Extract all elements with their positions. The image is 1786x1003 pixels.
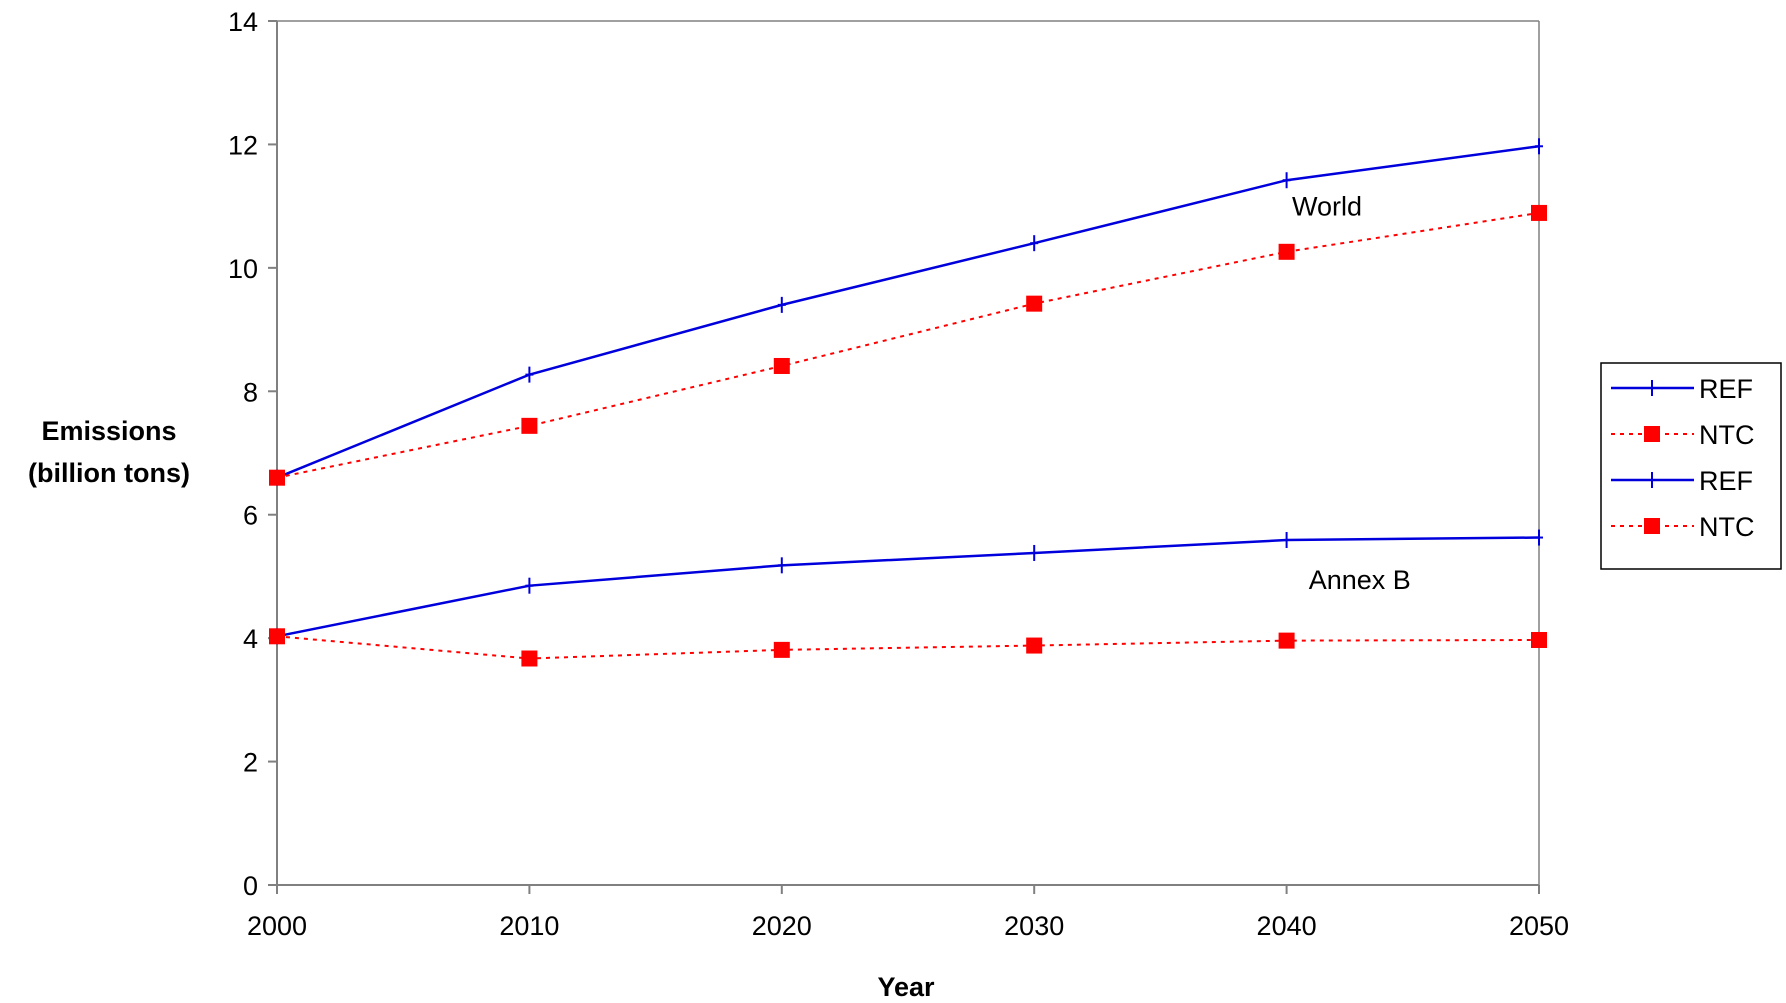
series-line — [276, 211, 1540, 479]
data-point — [1531, 204, 1547, 221]
data-point — [521, 417, 538, 434]
x-tick-label: 2000 — [247, 911, 307, 941]
legend: REF NTC REF NTC — [1600, 362, 1782, 570]
series-line — [276, 145, 1540, 479]
legend-marker — [1648, 380, 1656, 396]
series-world-ref — [273, 138, 1543, 486]
x-tick-label: 2040 — [1257, 911, 1317, 941]
y-axis-title-line-1: Emissions — [41, 416, 176, 446]
data-point — [525, 366, 534, 383]
y-tick-label: 12 — [228, 130, 258, 160]
legend-label: REF — [1699, 374, 1753, 404]
legend-label: NTC — [1699, 420, 1755, 450]
data-point — [1026, 637, 1043, 654]
x-tick-label: 2010 — [499, 911, 559, 941]
series-line — [276, 536, 1540, 638]
legend-marker — [1648, 472, 1656, 488]
series-group-label: Annex B — [1309, 565, 1411, 595]
legend-marker — [1644, 518, 1660, 534]
data-point — [1026, 295, 1043, 312]
legend-item: REF — [1611, 466, 1753, 496]
y-axis-title-line-2: (billion tons) — [28, 458, 190, 488]
series-world-ntc — [269, 204, 1547, 486]
data-point — [269, 628, 285, 645]
data-point — [1535, 529, 1543, 546]
legend-item: REF — [1611, 374, 1753, 404]
legend-item: NTC — [1611, 420, 1755, 450]
series-group-label: World — [1292, 191, 1362, 221]
data-point — [269, 469, 285, 486]
series-layer — [269, 138, 1547, 667]
y-tick-label: 6 — [243, 501, 258, 531]
legend-label: REF — [1699, 466, 1753, 496]
annotation-layer: World Annex B — [1292, 191, 1411, 594]
y-tick-label: 14 — [228, 7, 258, 37]
y-tick-label: 0 — [243, 871, 258, 901]
x-tick-label: 2050 — [1509, 911, 1569, 941]
data-point — [521, 650, 538, 667]
data-point — [777, 557, 786, 574]
y-tick-label: 8 — [243, 377, 258, 407]
y-tick-label: 10 — [228, 254, 258, 284]
legend-box — [1600, 362, 1782, 570]
chart-axes: 0 2 4 6 8 10 12 14 2000 2010 2020 2030 2040 2050 — [228, 7, 1569, 941]
data-point — [773, 357, 790, 374]
data-point — [1282, 532, 1291, 549]
y-tick-label: 4 — [243, 624, 258, 654]
data-point — [777, 296, 786, 313]
y-tick-label: 2 — [243, 748, 258, 778]
data-point — [1030, 235, 1039, 252]
x-tick-label: 2030 — [1004, 911, 1064, 941]
x-tick-label: 2020 — [752, 911, 812, 941]
data-point — [1282, 172, 1291, 189]
data-point — [1278, 243, 1295, 260]
data-point — [773, 641, 790, 658]
series-line — [276, 635, 1540, 660]
data-point — [1535, 138, 1543, 155]
legend-label: NTC — [1699, 512, 1755, 542]
legend-item: NTC — [1611, 512, 1755, 542]
legend-marker — [1644, 426, 1660, 442]
data-point — [525, 577, 534, 594]
x-axis-title: Year — [877, 972, 935, 1002]
data-point — [1278, 632, 1295, 649]
series-annex-b-ref — [273, 529, 1543, 645]
series-annex-b-ntc — [269, 628, 1547, 667]
data-point — [1030, 544, 1039, 561]
data-point — [1531, 631, 1547, 648]
